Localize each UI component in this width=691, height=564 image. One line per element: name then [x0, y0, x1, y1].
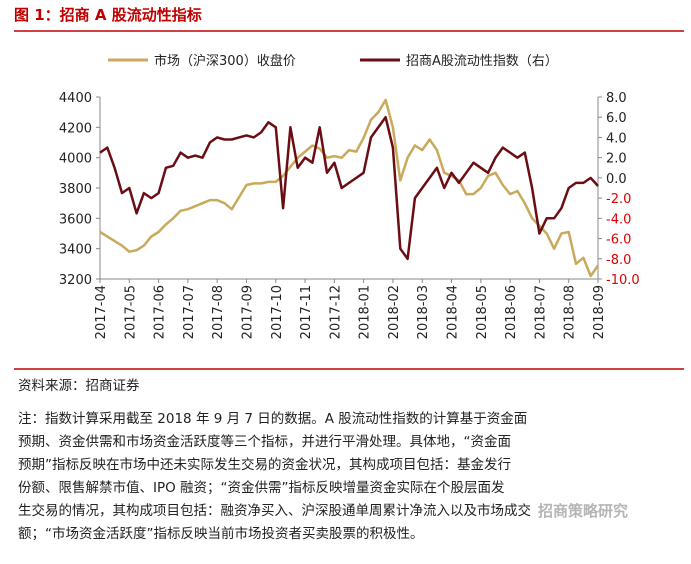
y2-tick-label: 0.0 [606, 172, 627, 187]
x-tick-label: 2018-04 [446, 285, 461, 339]
chart-title: 图 1：招商 A 股流动性指标 [14, 6, 202, 24]
series-line [99, 115, 599, 261]
y2-tick-label: -2.0 [606, 192, 631, 207]
source: 资料来源：招商证券 [18, 378, 140, 394]
y2-tick-label: -10.0 [606, 273, 640, 288]
y-tick-label: 3200 [59, 273, 92, 288]
x-tick-label: 2018-05 [475, 285, 490, 339]
note-line: 生交易的情况，其构成项目包括：融资净买入、沪深股通单周累计净流入以及市场成交 [18, 503, 531, 519]
x-tick-label: 2017-06 [153, 285, 168, 339]
y-tick-label: 4000 [59, 152, 92, 167]
y2-tick-label: 2.0 [606, 152, 627, 167]
y-tick-label: 4200 [59, 121, 92, 136]
x-tick-label: 2017-05 [123, 285, 138, 339]
x-tick-label: 2017-07 [182, 285, 197, 339]
chart: 图 1：招商 A 股流动性指标 3200 3400 3600 3800 4000 4200… [14, 6, 684, 370]
x-tick-label: 2017-09 [240, 285, 255, 339]
x-tick-label: 2018-09 [592, 285, 607, 339]
y2-tick-label: 6.0 [606, 111, 627, 126]
y2-tick-label: -8.0 [606, 253, 631, 268]
x-tick-label: 2017-12 [328, 285, 343, 339]
x-tick-label: 2018-02 [387, 285, 402, 339]
x-tick-label: 2017-04 [94, 285, 109, 339]
x-tick-label: 2018-08 [563, 285, 578, 339]
note-line: 预期、资金供需和市场资金活跃度等三个指标，并进行平滑处理。具体地，“资金面 [18, 434, 511, 450]
x-tick-label: 2017-10 [270, 285, 285, 339]
legend-label: 市场（沪深300）收盘价 [154, 53, 296, 69]
note: 注：指数计算采用截至 2018 年 9 月 7 日的数据。A 股流动性指数的计算… [18, 408, 678, 546]
y2-tick-label: 4.0 [606, 131, 627, 146]
note-line: 注：指数计算采用截至 2018 年 9 月 7 日的数据。A 股流动性指数的计算… [18, 411, 528, 427]
y2-tick-label: 8.0 [606, 91, 627, 106]
y-tick-label: 4400 [59, 91, 92, 106]
note-line: 份额、限售解禁市值、IPO 融资；“资金供需”指标反映增量资金实际在个股层面发 [18, 480, 505, 496]
y2-tick-label: -4.0 [606, 212, 631, 227]
y-tick-label: 3600 [59, 212, 92, 227]
x-tick-label: 2017-08 [211, 285, 226, 339]
x-tick-label: 2018-06 [504, 285, 519, 339]
x-tick-label: 2018-03 [416, 285, 431, 339]
series-line [99, 98, 600, 278]
note-line: 预期”指标反映在市场中还未实际发生交易的资金状况，其构成项目包括：基金发行 [18, 457, 511, 473]
legend-label: 招商A股流动性指数（右） [406, 54, 558, 69]
y-tick-label: 3800 [59, 182, 92, 197]
x-tick-label: 2018-01 [358, 285, 373, 339]
x-tick-label: 2017-11 [299, 285, 314, 339]
note-line: 额；“市场资金活跃度”指标反映当前市场投资者买卖股票的积极性。 [18, 526, 424, 542]
watermark: 招商策略研究 [538, 502, 629, 520]
y2-tick-label: -6.0 [606, 233, 631, 248]
y-tick-label: 3400 [59, 243, 92, 258]
x-tick-label: 2018-07 [533, 285, 548, 339]
